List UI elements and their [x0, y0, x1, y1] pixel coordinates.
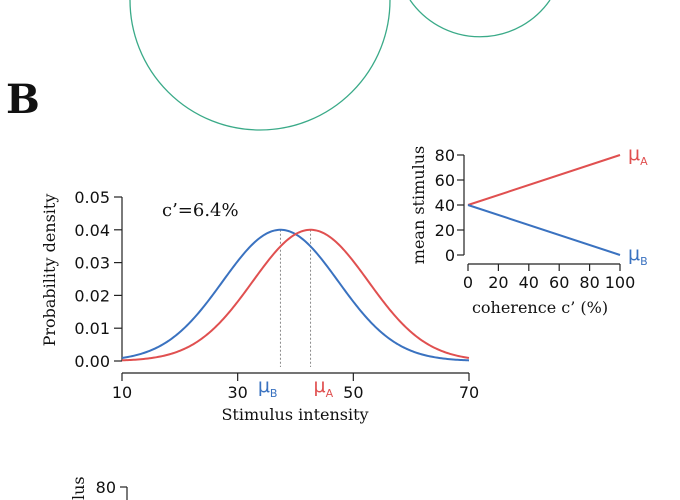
- top-panel-fragment: [129, 0, 551, 131]
- bottom-y-tick-label: 80: [96, 478, 116, 497]
- density-mean-guides: [279, 229, 312, 367]
- density-x-tick-label: 10: [112, 383, 132, 402]
- inset-x-ticks: 0 20 40 60 80 100: [463, 264, 635, 292]
- inset-y-tick-label: 80: [435, 146, 455, 165]
- mu-a-marker: μA: [314, 375, 334, 400]
- cropped-circle-left: [129, 0, 391, 131]
- density-x-tick-label: 70: [459, 383, 479, 402]
- inset-x-label: coherence c’ (%): [472, 298, 608, 317]
- density-y-tick-label: 0.04: [74, 221, 110, 240]
- bottom-y-label-fragment: lus: [69, 476, 88, 500]
- inset-label-a: μA: [628, 143, 648, 168]
- density-y-tick-label: 0.02: [74, 286, 110, 305]
- cropped-circle-right: [409, 0, 551, 38]
- density-curves: [121, 228, 470, 362]
- inset-y-tick-label: 20: [435, 221, 455, 240]
- inset-line-b: [467, 204, 621, 256]
- inset-x-tick-label: 40: [519, 273, 539, 292]
- coherence-annotation: c’=6.4%: [162, 200, 239, 221]
- density-chart: 0.00 0.01 0.02 0.03 0.04 0.05 10 30 50 70 μB μA c…: [40, 188, 479, 424]
- density-y-tick-label: 0.05: [74, 188, 110, 207]
- inset-series-lines: [467, 154, 621, 256]
- bottom-panel-fragment: lus 80: [69, 476, 128, 500]
- density-x-ticks: 10 30 50 70: [112, 373, 479, 402]
- inset-x-tick-label: 20: [488, 273, 508, 292]
- density-curve-a: [121, 228, 470, 362]
- density-y-tick-label: 0.03: [74, 254, 110, 273]
- density-x-label: Stimulus intensity: [221, 405, 368, 424]
- inset-y-ticks: 0 20 40 60 80: [435, 146, 464, 265]
- density-y-ticks: 0.00 0.01 0.02 0.03 0.04 0.05: [74, 188, 122, 371]
- density-mean-markers: μB μA: [258, 375, 334, 400]
- inset-line-a: [467, 154, 621, 206]
- density-y-tick-label: 0.00: [74, 352, 110, 371]
- inset-y-label: mean stimulus: [409, 146, 428, 264]
- inset-x-tick-label: 100: [605, 273, 636, 292]
- inset-x-tick-label: 0: [463, 273, 473, 292]
- mu-b-marker: μB: [258, 375, 278, 400]
- panel-label: B: [6, 76, 40, 123]
- density-y-label: Probability density: [40, 194, 59, 347]
- inset-series-labels: μA μB: [628, 143, 648, 268]
- inset-y-tick-label: 60: [435, 171, 455, 190]
- inset-y-tick-label: 0: [445, 246, 455, 265]
- inset-y-tick-label: 40: [435, 196, 455, 215]
- density-y-tick-label: 0.01: [74, 319, 110, 338]
- mean-stimulus-chart: 0 20 40 60 80 0 20 40 60 80 100 μA μB coherence c’…: [409, 143, 648, 317]
- density-x-tick-label: 50: [343, 383, 363, 402]
- inset-x-tick-label: 80: [579, 273, 599, 292]
- inset-label-b: μB: [628, 243, 648, 268]
- inset-x-tick-label: 60: [549, 273, 569, 292]
- density-x-tick-label: 30: [227, 383, 247, 402]
